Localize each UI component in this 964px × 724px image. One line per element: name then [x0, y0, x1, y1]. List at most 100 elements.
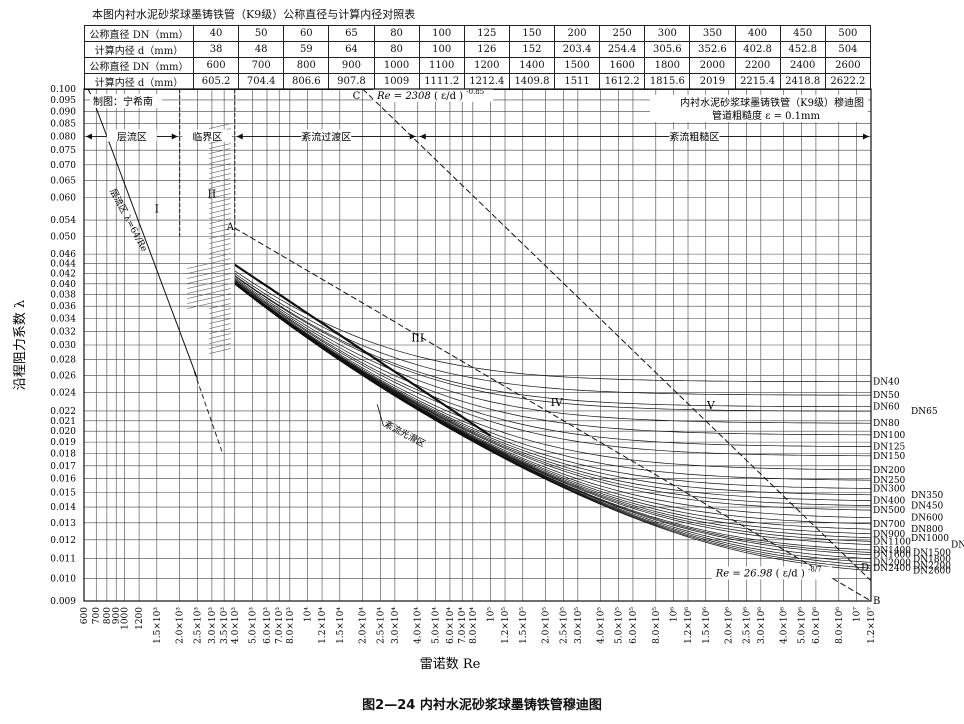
hatch-line — [209, 218, 231, 224]
x-tick-label: 10⁵ — [487, 607, 497, 622]
hatch-line — [209, 308, 231, 314]
hatch-line — [187, 293, 210, 299]
x-tick-label: 2.0×10⁶ — [725, 607, 735, 644]
x-tick-label: 6.0×10⁶ — [812, 607, 822, 644]
hatch-line — [209, 303, 231, 309]
x-tick-label: 2.5×10⁴ — [376, 607, 386, 644]
series-label: DN450 — [911, 502, 944, 512]
hatch-line — [209, 243, 231, 249]
series-label: DN60 — [873, 403, 900, 413]
y-tick-label: 0.032 — [50, 327, 76, 337]
chart-subtitle: 管道粗糙度 ε = 0.1mm — [712, 109, 820, 122]
credit-box-bg — [90, 94, 162, 108]
series-label: DN80 — [873, 419, 900, 429]
series-label: DN1600 — [873, 551, 911, 561]
x-tick-label: 8.0×10⁵ — [652, 607, 662, 644]
x-tick-label: 3.5×10³ — [220, 607, 230, 644]
series-label: DN300 — [873, 485, 906, 495]
y-tick-label: 0.016 — [50, 475, 76, 485]
x-tick-label: 900 — [112, 607, 122, 624]
hatch-line — [209, 168, 231, 174]
series-line — [234, 281, 872, 471]
series-label: DN200 — [873, 466, 906, 476]
x-tick-label: 3.0×10⁵ — [574, 607, 584, 644]
y-tick-label: 0.021 — [50, 417, 76, 427]
series-label: DN1200 — [951, 541, 964, 551]
y-tick-label: 0.046 — [50, 250, 76, 260]
hatch-line — [209, 143, 231, 149]
table-row: 计算内径 d（mm） 605.2 704.4 806.6 907.8 1009 1111.2… — [84, 73, 872, 90]
table-row: 计算内径 d（mm） 38 48 59 64 80 100 126 152 203.4 254.4 3… — [84, 41, 872, 58]
zone-label: 紊流过渡区 — [301, 130, 351, 143]
y-tick-label: 0.013 — [50, 519, 76, 529]
hatch-line — [209, 263, 231, 269]
region-label: V — [706, 399, 716, 412]
y-tick-label: 0.060 — [50, 194, 76, 204]
series-label: DN800 — [911, 525, 944, 535]
y-tick-label: 0.028 — [50, 356, 76, 366]
zone-arrowhead — [863, 133, 869, 140]
hatch-line — [187, 283, 210, 289]
x-tick-label: 1.5×10⁵ — [519, 607, 529, 644]
rough-boundary-formula-bg — [711, 566, 832, 580]
series-line — [234, 282, 872, 489]
y-tick-label: 0.050 — [50, 232, 76, 242]
y-tick-label: 0.034 — [50, 314, 76, 324]
hatch-line — [209, 158, 231, 164]
hatch-line — [209, 193, 231, 199]
x-tick-label: 5.0×10⁴ — [431, 607, 441, 644]
y-tick-label: 0.017 — [50, 462, 76, 472]
x-tick-label: 1.5×10⁴ — [336, 607, 346, 644]
x-tick-label: 800 — [103, 607, 113, 624]
hatch-line — [209, 223, 231, 229]
y-tick-label: 0.010 — [50, 575, 76, 585]
hatch-line — [209, 248, 231, 254]
hatch-line — [209, 228, 231, 234]
zone-label: 临界区 — [192, 130, 222, 143]
x-axis-title-text: 雷诺数 Re — [420, 657, 481, 672]
diameter-table: 公称直径 DN（mm） 40 50 60 65 80 100 125 150 200 250 300 3… — [84, 25, 872, 90]
series-label: DN125 — [873, 443, 906, 453]
x-tick-label: 4.0×10⁴ — [414, 607, 424, 644]
zone-arrowhead — [419, 133, 426, 140]
guide-lines — [84, 88, 872, 602]
hatch-line — [209, 163, 231, 169]
x-tick-label: 8.0×10³ — [286, 607, 296, 644]
hatch-line — [209, 293, 231, 299]
line-ab — [234, 227, 872, 602]
series-label: DN65 — [911, 407, 938, 417]
x-tick-label: 5.0×10⁵ — [614, 607, 624, 644]
series-line — [234, 275, 871, 408]
table-title: 本图内衬水泥砂浆球墨铸铁管（K9级）公称直径与计算内径对照表 — [92, 8, 416, 21]
x-tick-label: 8.0×10⁴ — [469, 607, 479, 644]
y-tick-label: 0.011 — [50, 554, 76, 564]
figure-caption: 图2—24 内衬水泥砂浆球墨铸铁管穆迪图 — [362, 698, 602, 713]
x-tick-label: 10⁴ — [304, 607, 314, 622]
series-line — [234, 278, 871, 436]
hatch-line — [209, 188, 231, 194]
y-tick-label: 0.044 — [50, 260, 76, 270]
series-curves — [234, 263, 872, 572]
region-label: I — [155, 202, 159, 215]
zone-label-bg — [301, 129, 352, 142]
line-cd-formula-bg — [373, 88, 494, 102]
series-label: DN1800 — [913, 555, 951, 565]
region-label: IV — [551, 396, 564, 409]
x-tick-label: 2.0×10⁴ — [359, 607, 369, 644]
hatch-line — [209, 288, 231, 294]
series-line — [234, 283, 872, 566]
y-tick-label: 0.014 — [50, 503, 76, 513]
hatch-line — [209, 253, 231, 259]
smooth-zone-pointer — [376, 404, 384, 427]
hatch-line — [209, 348, 231, 354]
hatch-line — [209, 273, 231, 279]
y-tick-label: 0.030 — [50, 341, 76, 351]
hatch-line — [209, 238, 231, 244]
zone-arrowhead — [86, 133, 92, 140]
hatch-line — [209, 313, 231, 319]
hatch-line — [209, 233, 231, 239]
series-line — [234, 282, 872, 501]
zone-label: 层流区 — [117, 130, 147, 143]
laminar-extension — [193, 371, 223, 452]
